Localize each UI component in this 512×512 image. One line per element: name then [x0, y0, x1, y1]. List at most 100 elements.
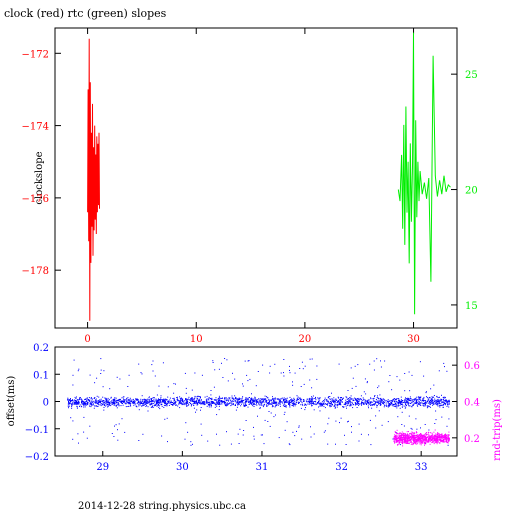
offset-point: [351, 387, 353, 389]
offset-point: [362, 399, 364, 401]
offset-point: [440, 400, 442, 402]
offset-point: [103, 406, 105, 408]
offset-point: [404, 407, 406, 409]
offset-point: [380, 404, 382, 406]
offset-point: [156, 399, 158, 401]
offset-point: [345, 399, 347, 401]
offset-point: [234, 400, 236, 402]
rndtrip-point: [444, 434, 446, 435]
offset-point: [78, 442, 79, 444]
offset-point: [358, 404, 360, 406]
offset-point: [427, 398, 429, 400]
offset-point: [163, 406, 165, 408]
offset-point: [379, 402, 381, 404]
offset-point: [145, 403, 147, 405]
rndtrip-point: [419, 438, 421, 440]
offset-point: [271, 401, 273, 403]
offset-point: [269, 425, 271, 427]
offset-point: [164, 398, 166, 400]
offset-point: [218, 404, 220, 405]
offset-point: [317, 403, 319, 405]
rndtrip-point: [438, 436, 440, 438]
offset-point: [217, 402, 219, 404]
offset-point: [107, 406, 109, 408]
rndtrip-point: [427, 435, 429, 437]
offset-point: [292, 431, 294, 433]
offset-point: [396, 398, 397, 400]
offset-point: [433, 384, 435, 386]
offset-point: [208, 402, 210, 404]
offset-point: [264, 398, 266, 400]
offset-point: [183, 400, 185, 402]
offset-point: [97, 402, 99, 404]
offset-point: [276, 404, 278, 406]
rndtrip-point: [405, 440, 407, 442]
offset-point: [193, 402, 195, 404]
offset-point: [207, 440, 209, 442]
rndtrip-point: [424, 443, 426, 445]
offset-point: [76, 401, 78, 403]
offset-point: [281, 397, 283, 399]
offset-point: [246, 399, 248, 401]
offset-point: [350, 367, 352, 369]
rndtrip-point: [424, 442, 426, 444]
offset-x-tick-label: 33: [415, 462, 428, 473]
offset-point: [350, 401, 352, 403]
offset-point: [122, 403, 123, 404]
offset-point: [264, 395, 266, 397]
offset-point: [209, 397, 211, 399]
offset-point: [241, 403, 242, 405]
offset-point: [90, 406, 92, 408]
slope-right-tick-label: 25: [465, 70, 478, 81]
offset-point: [170, 400, 172, 402]
offset-point: [370, 404, 372, 406]
offset-point: [286, 401, 288, 403]
offset-point: [167, 441, 168, 443]
offset-point: [144, 404, 145, 406]
offset-point: [256, 401, 258, 403]
offset-point: [89, 400, 90, 402]
rndtrip-point: [441, 436, 443, 438]
offset-point: [118, 405, 120, 407]
offset-point: [334, 403, 336, 405]
offset-point: [437, 397, 439, 399]
offset-point: [171, 404, 173, 405]
offset-point: [349, 405, 351, 407]
offset-point: [408, 400, 410, 401]
offset-point: [309, 401, 311, 403]
offset-point: [153, 397, 155, 399]
offset-point: [129, 401, 131, 403]
offset-point: [249, 401, 251, 403]
rndtrip-point: [442, 436, 444, 438]
rndtrip-point: [402, 433, 404, 435]
offset-point: [313, 433, 315, 435]
offset-point: [168, 402, 170, 404]
offset-point: [336, 402, 338, 404]
offset-point: [308, 403, 310, 405]
rndtrip-point: [394, 431, 396, 433]
rndtrip-point: [441, 439, 443, 441]
offset-point: [181, 403, 183, 405]
offset-point: [334, 399, 336, 401]
offset-point: [112, 401, 114, 403]
offset-point: [405, 397, 406, 399]
offset-point: [224, 401, 225, 403]
offset-point: [297, 398, 299, 400]
offset-point: [409, 402, 411, 404]
offset-point: [94, 405, 96, 407]
offset-point: [188, 404, 190, 406]
offset-x-tick-label: 30: [176, 462, 189, 473]
offset-point: [404, 402, 406, 404]
rndtrip-point: [396, 440, 398, 441]
rndtrip-point: [395, 433, 397, 435]
offset-point: [269, 400, 271, 402]
rndtrip-point: [407, 441, 409, 442]
offset-point: [317, 397, 319, 399]
offset-point: [190, 398, 192, 399]
offset-point: [204, 396, 206, 398]
offset-point: [283, 398, 285, 400]
offset-point: [314, 398, 316, 399]
offset-point: [327, 397, 329, 399]
offset-point: [173, 383, 175, 385]
offset-point: [367, 402, 369, 403]
